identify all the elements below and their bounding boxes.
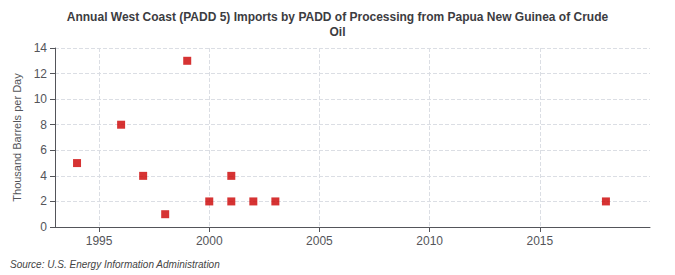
svg-text:1995: 1995 — [86, 234, 113, 248]
svg-text:2: 2 — [40, 194, 47, 208]
svg-text:4: 4 — [40, 169, 47, 183]
svg-text:Source: U.S. Energy Informatio: Source: U.S. Energy Information Administ… — [10, 259, 220, 270]
svg-text:2005: 2005 — [306, 234, 333, 248]
svg-text:0: 0 — [40, 220, 47, 234]
svg-text:2015: 2015 — [526, 234, 553, 248]
svg-text:Annual West Coast (PADD 5) Imp: Annual West Coast (PADD 5) Imports by PA… — [67, 10, 609, 24]
svg-text:12: 12 — [34, 67, 48, 81]
svg-text:2010: 2010 — [416, 234, 443, 248]
svg-text:6: 6 — [40, 143, 47, 157]
svg-text:Thousand Barrels per Day: Thousand Barrels per Day — [11, 73, 23, 202]
svg-text:Oil: Oil — [329, 25, 345, 39]
svg-text:8: 8 — [40, 118, 47, 132]
svg-text:10: 10 — [34, 92, 48, 106]
svg-text:2000: 2000 — [196, 234, 223, 248]
svg-text:14: 14 — [34, 41, 48, 55]
